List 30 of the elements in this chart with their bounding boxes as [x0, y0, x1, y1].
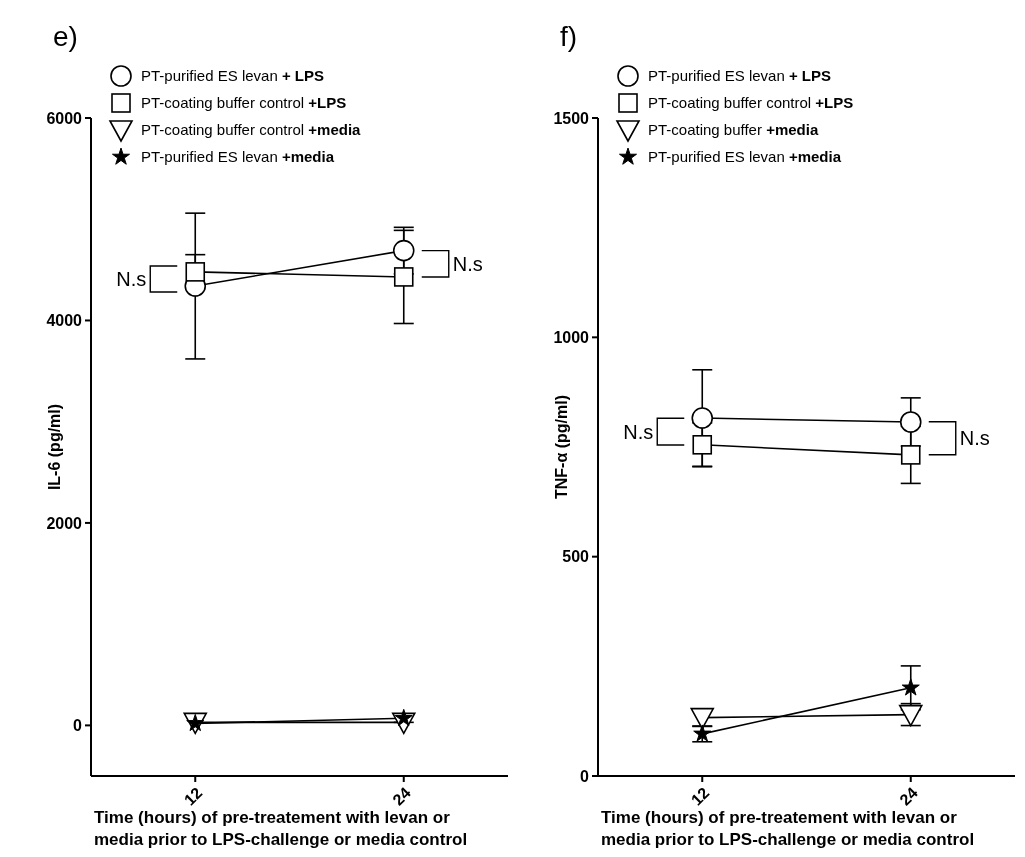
x-axis-title: Time (hours) of pre-treatement with levan or media prior to LPS-challenge or media control: [94, 808, 468, 849]
x-tick-label: 24: [389, 783, 414, 809]
y-tick-label: 2000: [46, 514, 83, 532]
legend-label: PT-coating buffer control +LPS: [648, 94, 854, 112]
legend-label: PT-purified ES levan +media: [648, 148, 842, 166]
chart-title: e): [53, 21, 78, 52]
y-axis-title: IL-6 (pg/ml): [46, 403, 63, 491]
y-tick-label: 6000: [46, 109, 83, 127]
x-tick-label: 12: [687, 783, 713, 809]
x-tick-label: 12: [180, 783, 206, 809]
y-axis-title: TNF-α (pg/ml): [553, 394, 570, 500]
legend-label: PT-purified ES levan +media: [141, 148, 335, 166]
annotation: N.s: [452, 252, 483, 275]
annotation: N.s: [623, 420, 654, 443]
annotation: N.s: [959, 427, 990, 450]
x-axis-title: Time (hours) of pre-treatement with levan or media prior to LPS-challenge or media control: [601, 808, 975, 849]
y-tick-label: 1500: [553, 109, 590, 127]
y-tick-label: 0: [580, 767, 590, 785]
y-tick-label: 0: [73, 716, 83, 734]
legend-label: PT-purified ES levan + LPS: [648, 67, 832, 85]
legend-label: PT-purified ES levan + LPS: [141, 67, 325, 85]
annotation: N.s: [116, 267, 147, 290]
chart-title: f): [560, 21, 578, 52]
legend-label: PT-coating buffer control +media: [141, 121, 362, 139]
y-tick-label: 500: [562, 548, 590, 566]
x-tick-label: 24: [896, 783, 921, 809]
legend-label: PT-coating buffer control +LPS: [141, 94, 347, 112]
y-tick-label: 1000: [553, 328, 590, 346]
y-tick-label: 4000: [46, 312, 83, 330]
legend-label: PT-coating buffer +media: [648, 121, 819, 139]
